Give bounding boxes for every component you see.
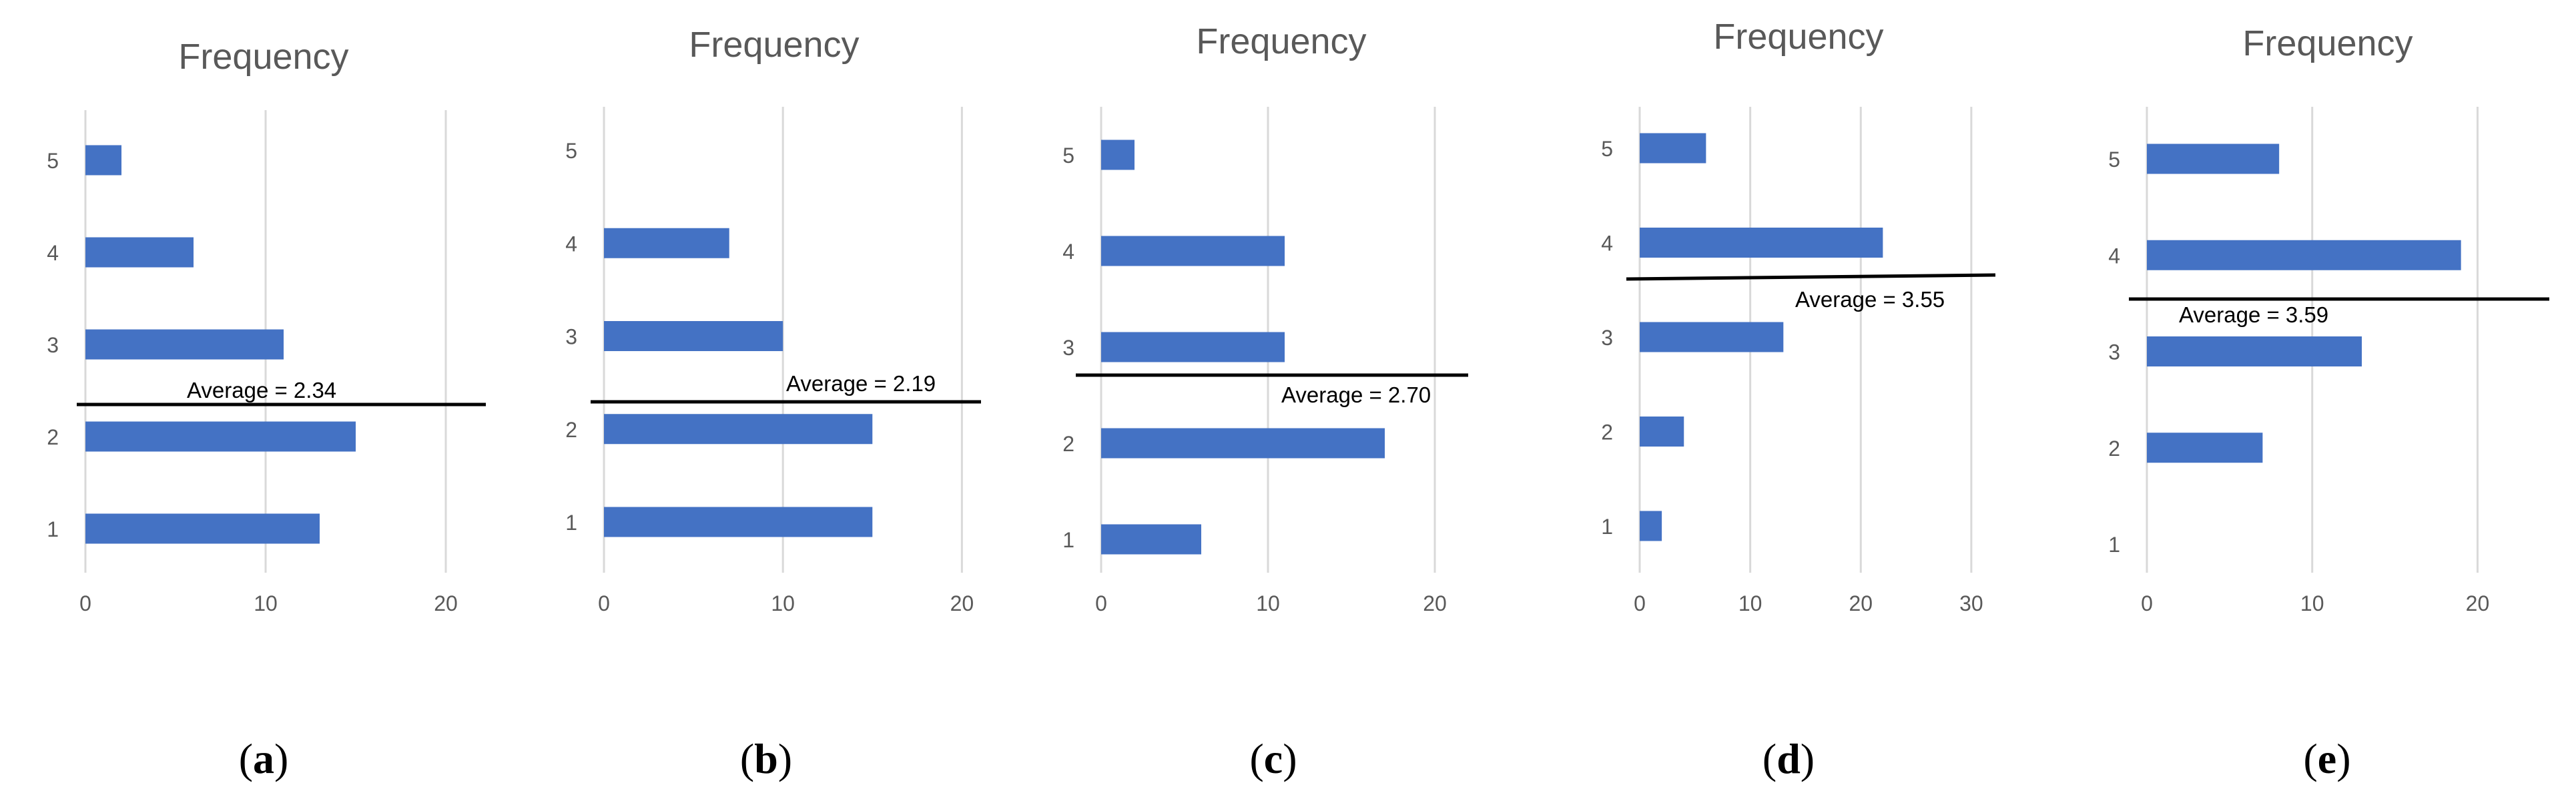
y-tick-label: 5 — [1062, 144, 1074, 168]
y-tick-label: 4 — [2108, 244, 2120, 268]
y-tick-label: 1 — [47, 517, 59, 541]
y-tick-label: 2 — [1062, 432, 1074, 456]
bar — [1640, 322, 1784, 352]
y-tick-label: 1 — [1062, 528, 1074, 552]
average-label: Average = 3.59 — [2179, 302, 2328, 327]
bar — [1101, 428, 1385, 459]
y-tick-label: 5 — [1601, 137, 1613, 161]
y-tick-label: 4 — [1601, 232, 1613, 256]
y-tick-label: 2 — [47, 425, 59, 449]
chart-panel-d: Frequency 0 10 20 30 1 2 3 4 5 Average = 3.55 (d) — [1601, 17, 1996, 782]
bar — [85, 237, 194, 268]
bar — [604, 228, 729, 258]
bar — [604, 414, 873, 445]
bar — [1640, 133, 1706, 164]
y-tick-label: 3 — [1601, 326, 1613, 350]
average-label: Average = 2.70 — [1281, 382, 1431, 407]
x-tick-label: 0 — [79, 591, 91, 615]
x-tick-label: 10 — [254, 591, 278, 615]
panel-label: (e) — [2303, 735, 2350, 782]
panel-label: (b) — [740, 735, 792, 782]
average-label: Average = 2.19 — [786, 371, 936, 396]
chart-panel-b: Frequency 0 10 20 1 2 3 4 5 Average = 2.19 (b) — [565, 25, 981, 782]
y-tick-label: 3 — [1062, 336, 1074, 360]
y-tick-label: 4 — [47, 241, 59, 265]
x-tick-label: 0 — [598, 591, 610, 615]
bar — [85, 513, 320, 544]
x-tick-label: 10 — [1738, 591, 1762, 615]
x-tick-label: 20 — [2466, 591, 2490, 615]
average-label: Average = 2.34 — [187, 378, 336, 402]
y-tick-label: 2 — [2108, 437, 2120, 461]
chart-panel-e: Frequency 0 10 20 1 2 3 4 5 Average = 3.59 (e) — [2108, 23, 2549, 782]
x-tick-label: 10 — [2300, 591, 2324, 615]
average-label: Average = 3.55 — [1795, 287, 1945, 312]
x-tick-label: 10 — [771, 591, 795, 615]
y-tick-label: 3 — [47, 333, 59, 357]
bar — [2147, 240, 2461, 270]
panel-label: (a) — [239, 735, 289, 782]
y-tick-label: 5 — [565, 139, 577, 163]
y-tick-label: 4 — [1062, 240, 1074, 264]
chart-title: Frequency — [689, 25, 859, 65]
y-tick-label: 3 — [565, 325, 577, 349]
bar — [85, 421, 356, 452]
x-tick-label: 20 — [1849, 591, 1873, 615]
chart-title: Frequency — [2242, 23, 2412, 63]
y-tick-label: 1 — [1601, 515, 1613, 539]
chart-panel-c: Frequency 0 10 20 1 2 3 4 5 Average = 2.70 (c) — [1062, 21, 1468, 782]
bar — [1101, 524, 1201, 555]
bar — [1640, 417, 1684, 447]
y-tick-label: 2 — [565, 418, 577, 442]
bar — [2147, 144, 2280, 174]
y-tick-label: 2 — [1601, 421, 1613, 445]
bar — [2147, 336, 2362, 366]
bar — [2147, 433, 2263, 463]
x-tick-label: 20 — [1423, 591, 1447, 615]
bar — [1640, 511, 1662, 541]
y-tick-label: 4 — [565, 232, 577, 256]
bar — [85, 145, 121, 176]
chart-title: Frequency — [1196, 21, 1366, 61]
x-tick-label: 0 — [2141, 591, 2153, 615]
x-tick-label: 20 — [950, 591, 974, 615]
panel-label: (d) — [1762, 735, 1815, 782]
bar — [1101, 332, 1285, 362]
chart-title: Frequency — [1713, 17, 1883, 57]
chart-title: Frequency — [178, 37, 348, 77]
panel-label: (c) — [1249, 735, 1297, 782]
x-tick-label: 10 — [1256, 591, 1280, 615]
chart-panel-a: Frequency 0 10 20 1 2 3 4 5 Average = 2.34 (a) — [47, 37, 486, 782]
x-tick-label: 20 — [434, 591, 458, 615]
x-tick-label: 0 — [1095, 591, 1107, 615]
y-tick-label: 5 — [2108, 148, 2120, 172]
y-tick-label: 1 — [565, 511, 577, 535]
bar — [1101, 140, 1135, 170]
bar — [604, 321, 783, 351]
bar — [604, 507, 873, 537]
bar — [85, 329, 284, 360]
bar — [1101, 236, 1285, 266]
y-tick-label: 5 — [47, 149, 59, 173]
average-line — [1626, 273, 1996, 281]
x-tick-label: 30 — [1959, 591, 1983, 615]
bar — [1640, 228, 1883, 258]
x-tick-label: 0 — [1634, 591, 1646, 615]
y-tick-label: 3 — [2108, 340, 2120, 364]
y-tick-label: 1 — [2108, 533, 2120, 557]
